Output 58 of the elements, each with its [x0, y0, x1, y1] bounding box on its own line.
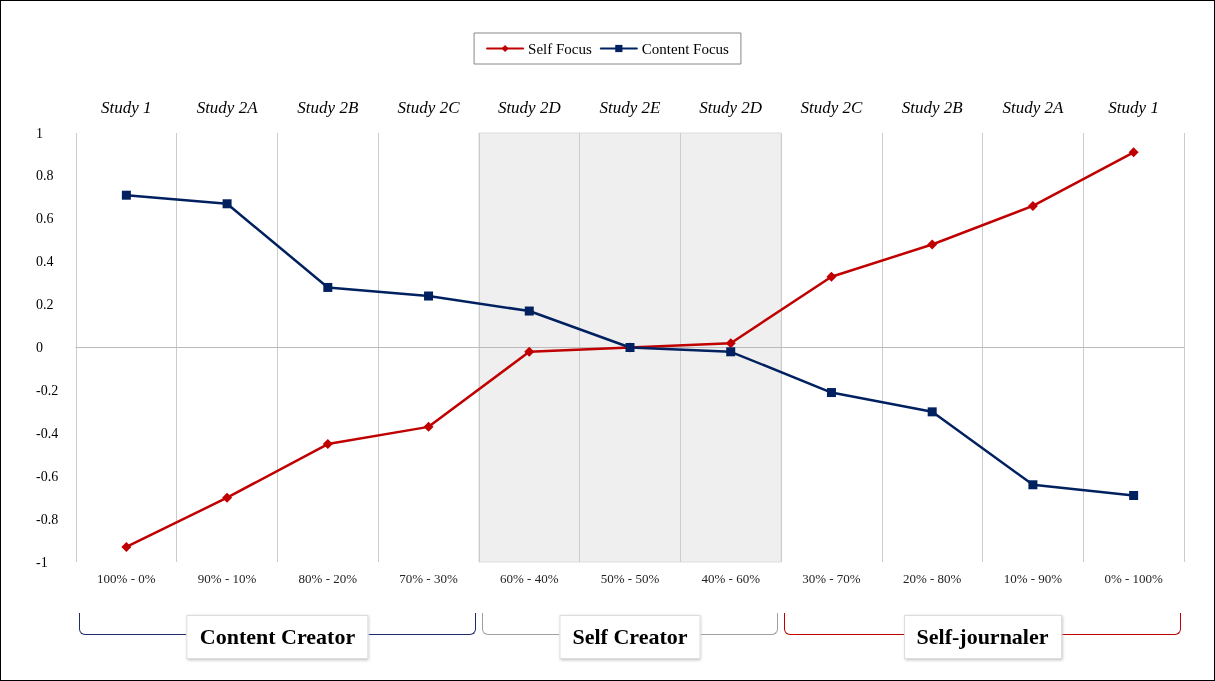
point	[826, 271, 837, 282]
text: Study 2B	[901, 97, 964, 117]
point	[1128, 147, 1139, 158]
text: Self-journaler	[903, 615, 1062, 659]
text: Study 1	[101, 97, 152, 117]
text: Study 2C	[397, 97, 461, 117]
y-tick-label: 0.2	[36, 297, 54, 313]
x-tick-label: 50% - 50%	[600, 571, 660, 586]
y-tick-label: 0	[36, 340, 43, 355]
point	[725, 338, 736, 349]
x-tick-label: 40% - 60%	[701, 571, 761, 586]
y-tick-label: -1	[36, 554, 48, 570]
point	[323, 282, 333, 292]
text: Study 2A	[1002, 97, 1064, 117]
text: Study 2A	[196, 97, 259, 117]
x-tick-label: 60% - 40%	[500, 571, 559, 586]
y-tick-label: 0.8	[36, 168, 54, 184]
y-tick-label: -0.2	[36, 382, 59, 398]
point	[726, 347, 736, 357]
point	[423, 421, 434, 432]
x-tick-label: 30% - 70%	[802, 571, 861, 586]
point	[121, 190, 131, 200]
point	[121, 541, 132, 552]
point	[1027, 200, 1038, 211]
y-tick-label: -0.6	[36, 468, 59, 484]
x-tick-label: 90% - 10%	[197, 571, 257, 586]
legend-label: Content Focus	[641, 40, 730, 57]
point	[1129, 491, 1139, 501]
text: Study 2C	[800, 97, 864, 117]
point	[424, 291, 434, 301]
x-tick-label: 80% - 20%	[298, 571, 358, 586]
text: Study 2D	[699, 97, 763, 117]
x-tick-label: 20% - 80%	[902, 571, 962, 586]
x-tick-label: 0% - 100%	[1104, 571, 1164, 586]
x-tick-label: 100% - 0%	[97, 571, 156, 586]
point	[524, 346, 535, 357]
point	[222, 199, 232, 209]
y-tick-label: 0.4	[36, 254, 54, 270]
x-tick-label: 70% - 30%	[399, 571, 458, 586]
legend-label: Self Focus	[528, 40, 592, 57]
point	[524, 306, 534, 316]
text: Study 1	[1108, 97, 1159, 117]
text: Content Creator	[186, 615, 369, 659]
point	[927, 239, 938, 250]
band-label: Self Creator	[559, 615, 701, 659]
point	[927, 407, 937, 417]
point	[322, 439, 333, 450]
text: Study 2B	[297, 97, 359, 117]
text: Study 2D	[497, 97, 562, 117]
point	[1028, 480, 1038, 490]
y-tick-label: 1	[36, 125, 43, 141]
text: Study 2E	[599, 97, 662, 117]
point	[826, 388, 836, 398]
y-tick-label: 0.6	[36, 211, 54, 227]
y-tick-label: -0.4	[36, 425, 59, 441]
point	[222, 492, 233, 503]
x-tick-label: 10% - 90%	[1003, 571, 1063, 586]
y-tick-label: -0.8	[36, 511, 59, 527]
